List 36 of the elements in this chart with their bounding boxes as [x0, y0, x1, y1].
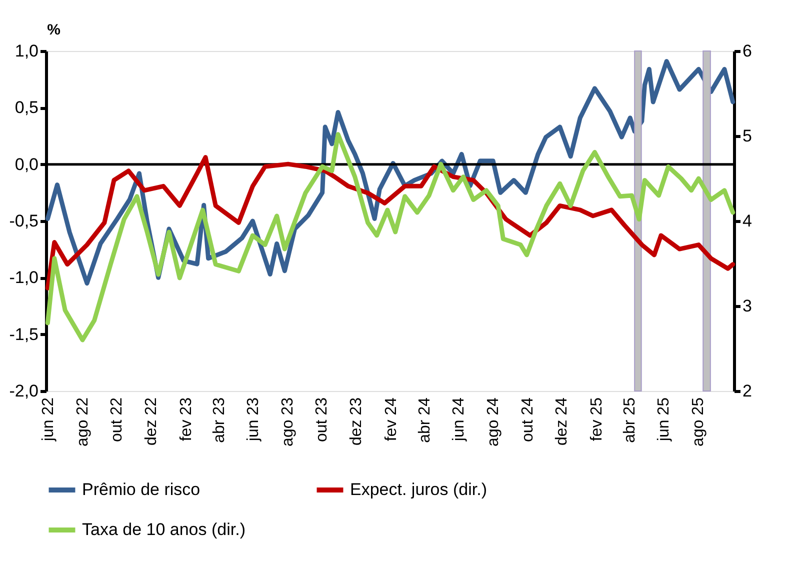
y2-tick-label: 3 — [742, 296, 752, 316]
x-tick-label: jun 22 — [40, 397, 58, 442]
x-tick-label: ago 25 — [690, 397, 707, 446]
y-axis-title: % — [47, 22, 60, 38]
x-tick-label: abr 23 — [210, 397, 228, 443]
y2-tick-label: 6 — [742, 42, 752, 60]
x-tick-label: ago 23 — [279, 397, 296, 446]
x-tick-label: dez 22 — [142, 397, 160, 446]
x-tick-label: fev 24 — [382, 397, 400, 442]
x-tick-label: jun 23 — [245, 397, 262, 442]
y-tick-label: 1,0 — [14, 42, 38, 60]
legend-label: Taxa de 10 anos (dir.) — [82, 520, 246, 539]
y2-tick-label: 2 — [742, 382, 752, 400]
x-tick-label: abr 24 — [416, 397, 434, 443]
y-tick-label: -2,0 — [9, 382, 38, 400]
x-tick-label: abr 25 — [621, 397, 638, 443]
x-tick-label: ago 24 — [485, 397, 502, 446]
y-tick-label: 0,5 — [14, 98, 38, 118]
x-tick-label: out 22 — [108, 397, 126, 442]
y-tick-label: 0,0 — [14, 154, 38, 174]
y-tick-label: -0,5 — [9, 212, 38, 230]
legend-label: Expect. juros (dir.) — [350, 480, 487, 499]
y-tick-label: -1,0 — [9, 268, 38, 288]
x-tick-label: fev 23 — [178, 397, 195, 442]
y2-tick-label: 5 — [742, 126, 752, 146]
x-tick-label: ago 22 — [74, 397, 92, 446]
x-tick-label: fev 25 — [588, 397, 606, 442]
x-tick-label: out 23 — [314, 397, 331, 442]
legend-label: Prêmio de risco — [82, 480, 200, 499]
x-tick-label: dez 24 — [554, 397, 571, 446]
x-tick-label: jun 24 — [450, 397, 468, 442]
x-tick-label: out 24 — [519, 397, 536, 442]
x-tick-label: jun 25 — [656, 397, 673, 442]
y2-tick-label: 4 — [742, 212, 752, 230]
y-tick-label: -1,5 — [9, 324, 38, 344]
x-tick-label: dez 23 — [348, 397, 365, 446]
